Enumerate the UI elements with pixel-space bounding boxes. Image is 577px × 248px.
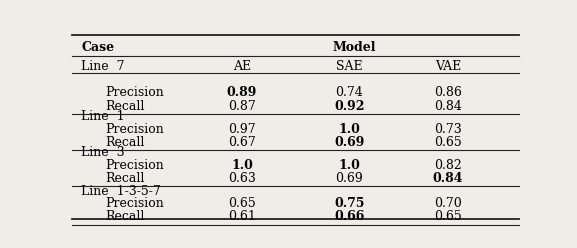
Text: 0.69: 0.69: [335, 172, 364, 185]
Text: 0.67: 0.67: [228, 136, 256, 149]
Text: Recall: Recall: [106, 136, 145, 149]
Text: 0.87: 0.87: [228, 100, 256, 113]
Text: 0.92: 0.92: [334, 100, 365, 113]
Text: Model: Model: [332, 41, 376, 54]
Text: 0.65: 0.65: [434, 210, 462, 223]
Text: Line  1-3-5-7: Line 1-3-5-7: [81, 185, 161, 198]
Text: 0.65: 0.65: [228, 197, 256, 210]
Text: 0.74: 0.74: [335, 86, 364, 99]
Text: 0.73: 0.73: [434, 123, 462, 136]
Text: 0.66: 0.66: [334, 210, 365, 223]
Text: Recall: Recall: [106, 100, 145, 113]
Text: Precision: Precision: [106, 123, 164, 136]
Text: 0.65: 0.65: [434, 136, 462, 149]
Text: 1.0: 1.0: [231, 159, 253, 172]
Text: 1.0: 1.0: [339, 123, 360, 136]
Text: Line  7: Line 7: [81, 60, 125, 73]
Text: VAE: VAE: [434, 60, 461, 73]
Text: 0.86: 0.86: [434, 86, 462, 99]
Text: 1.0: 1.0: [339, 159, 360, 172]
Text: 0.69: 0.69: [334, 136, 365, 149]
Text: 0.84: 0.84: [434, 100, 462, 113]
Text: Recall: Recall: [106, 210, 145, 223]
Text: Line  1: Line 1: [81, 110, 125, 123]
Text: Precision: Precision: [106, 86, 164, 99]
Text: 0.89: 0.89: [227, 86, 257, 99]
Text: 0.82: 0.82: [434, 159, 462, 172]
Text: Recall: Recall: [106, 172, 145, 185]
Text: 0.63: 0.63: [228, 172, 256, 185]
Text: Case: Case: [81, 41, 114, 54]
Text: 0.97: 0.97: [228, 123, 256, 136]
Text: SAE: SAE: [336, 60, 363, 73]
Text: 0.75: 0.75: [334, 197, 365, 210]
Text: Line  3: Line 3: [81, 146, 125, 159]
Text: 0.84: 0.84: [433, 172, 463, 185]
Text: 0.70: 0.70: [434, 197, 462, 210]
Text: AE: AE: [233, 60, 251, 73]
Text: Precision: Precision: [106, 197, 164, 210]
Text: Precision: Precision: [106, 159, 164, 172]
Text: 0.61: 0.61: [228, 210, 256, 223]
